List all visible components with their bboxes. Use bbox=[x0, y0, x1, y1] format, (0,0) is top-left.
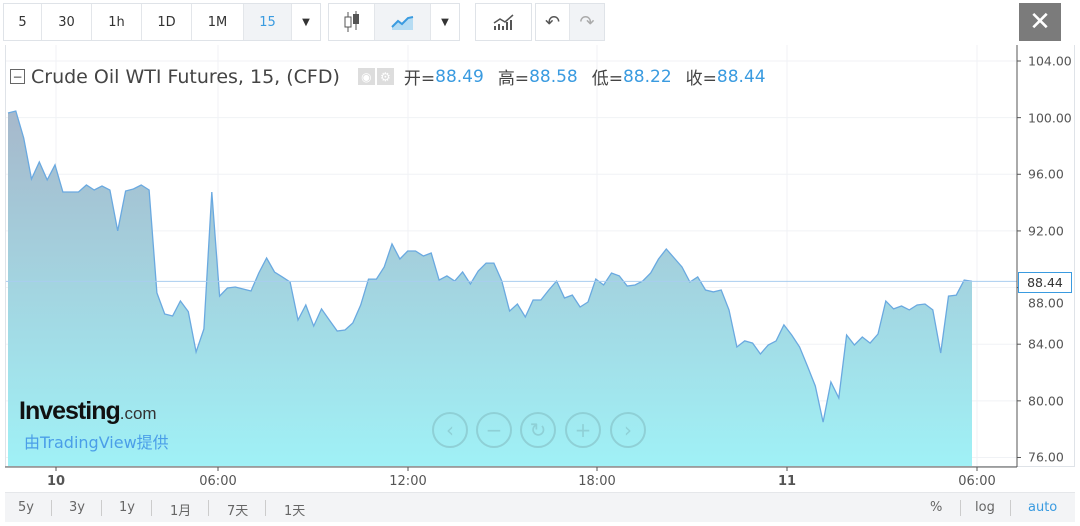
y-tick-label: 104.00 bbox=[1028, 53, 1072, 69]
y-tick-label: 96.00 bbox=[1028, 166, 1064, 182]
chart-title: Crude Oil WTI Futures, 15, (CFD) bbox=[31, 65, 340, 88]
scroll-left-icon[interactable]: ‹ bbox=[432, 412, 468, 448]
settings-icon[interactable]: ⚙ bbox=[376, 68, 394, 85]
range-3y[interactable]: 3y bbox=[69, 500, 85, 515]
interval-toolbar: 5 30 1h 1D 1M 15 ▼ bbox=[3, 3, 321, 41]
interval-1h[interactable]: 1h bbox=[92, 4, 142, 40]
close-label: 收= bbox=[685, 69, 717, 89]
y-tick-label: 76.00 bbox=[1028, 449, 1064, 465]
interval-1m[interactable]: 1M bbox=[192, 4, 244, 40]
investing-logo: Investing.com bbox=[19, 397, 157, 425]
log-toggle[interactable]: log bbox=[975, 500, 995, 515]
low-value: 88.22 bbox=[622, 66, 672, 87]
last-price-label: 88.44 bbox=[1018, 272, 1072, 293]
x-tick-label: 06:00 bbox=[199, 474, 237, 489]
high-label: 高= bbox=[497, 69, 530, 89]
indicators-icon[interactable] bbox=[476, 4, 531, 40]
high-value: 88.58 bbox=[529, 66, 578, 87]
range-1y[interactable]: 1y bbox=[119, 500, 135, 515]
open-label: 开= bbox=[403, 69, 436, 89]
range-bar: 5y 3y 1y 1月 7天 1天 % log auto bbox=[5, 492, 1075, 522]
interval-dropdown-icon[interactable]: ▼ bbox=[302, 16, 310, 28]
chart-type-dropdown-icon[interactable]: ▼ bbox=[441, 16, 449, 28]
scroll-right-icon[interactable]: › bbox=[610, 412, 646, 448]
redo-icon[interactable]: ↷ bbox=[570, 4, 604, 40]
tradingview-credit[interactable]: 由TradingView提供 bbox=[24, 433, 169, 452]
collapse-icon[interactable]: − bbox=[10, 69, 25, 84]
visibility-icon[interactable]: ◉ bbox=[357, 68, 375, 85]
interval-15[interactable]: 15 bbox=[244, 4, 292, 40]
y-tick-label: 92.00 bbox=[1028, 223, 1064, 239]
interval-30[interactable]: 30 bbox=[42, 4, 92, 40]
interval-5[interactable]: 5 bbox=[4, 4, 42, 40]
interval-1d[interactable]: 1D bbox=[142, 4, 192, 40]
range-1day[interactable]: 1天 bbox=[284, 504, 306, 519]
undo-icon[interactable]: ↶ bbox=[536, 4, 570, 40]
range-1month[interactable]: 1月 bbox=[170, 504, 192, 519]
price-line bbox=[7, 110, 973, 423]
indicators-toolbar bbox=[475, 3, 532, 41]
x-tick-label: 12:00 bbox=[389, 474, 427, 489]
x-tick-label: 18:00 bbox=[578, 474, 616, 489]
candlestick-icon[interactable] bbox=[329, 4, 375, 40]
chart-type-toolbar: ▼ bbox=[328, 3, 460, 41]
zoom-in-icon[interactable]: + bbox=[565, 412, 601, 448]
range-7day[interactable]: 7天 bbox=[227, 504, 249, 519]
close-button[interactable]: ✕ bbox=[1019, 3, 1061, 41]
close-value: 88.44 bbox=[716, 66, 766, 87]
zoom-out-icon[interactable]: − bbox=[476, 412, 512, 448]
x-tick-label: 10 bbox=[46, 474, 66, 489]
x-tick-label: 06:00 bbox=[958, 474, 996, 489]
y-tick-label: 100.00 bbox=[1028, 110, 1072, 126]
y-tick-label: 80.00 bbox=[1028, 393, 1064, 409]
history-toolbar: ↶ ↷ bbox=[535, 3, 605, 41]
area-chart-icon[interactable] bbox=[375, 4, 431, 40]
auto-toggle[interactable]: auto bbox=[1028, 500, 1058, 515]
percent-toggle[interactable]: % bbox=[930, 500, 943, 515]
y-tick-label: 88.00 bbox=[1028, 295, 1064, 311]
price-area bbox=[8, 111, 972, 466]
range-5y[interactable]: 5y bbox=[18, 500, 34, 515]
low-label: 低= bbox=[591, 69, 623, 89]
reset-icon[interactable]: ↻ bbox=[520, 412, 556, 448]
open-value: 88.49 bbox=[435, 66, 484, 87]
chart-legend: − Crude Oil WTI Futures, 15, (CFD) ◉ ⚙ 开… bbox=[10, 64, 766, 89]
y-tick-label: 84.00 bbox=[1028, 336, 1064, 352]
x-tick-label: 11 bbox=[777, 474, 797, 489]
